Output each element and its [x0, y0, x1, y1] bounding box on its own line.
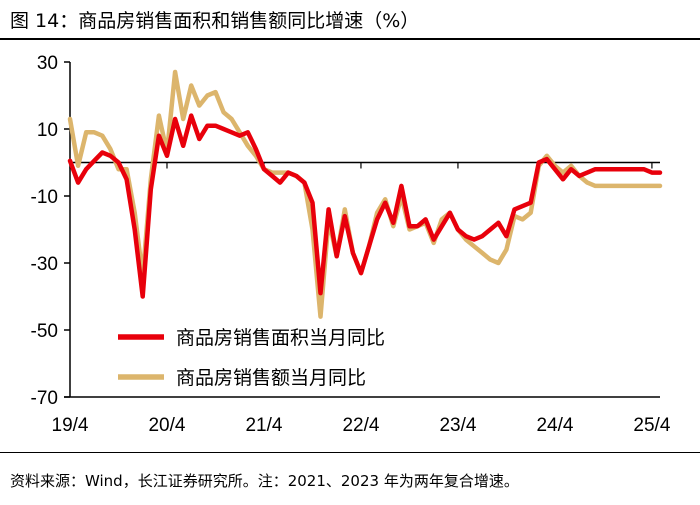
- title-rule: [0, 38, 700, 40]
- figure-title: 图 14：商品房销售面积和销售额同比增速（%）: [10, 10, 420, 32]
- line-chart: 30 10 -10 -30 -50 -70 19/4 20/4 21/4 22/4 23/4 24/…: [31, 53, 671, 436]
- x-tick-label: 23/4: [439, 415, 476, 436]
- x-axis: 19/4 20/4 21/4 22/4 23/4 24/4 25/4: [52, 161, 671, 436]
- series-layer: [67, 69, 663, 319]
- x-tick-label: 20/4: [148, 415, 185, 436]
- source-rule: [0, 452, 700, 453]
- x-tick-label: 24/4: [536, 415, 573, 436]
- x-tick-label: 21/4: [245, 415, 282, 436]
- legend-label: 商品房销售面积当月同比: [176, 327, 385, 349]
- y-tick-label: -10: [31, 187, 58, 208]
- y-tick-label: 10: [37, 120, 58, 141]
- x-tick-label: 25/4: [633, 415, 670, 436]
- x-tick-label: 22/4: [342, 415, 379, 436]
- x-tick-label: 19/4: [52, 415, 89, 436]
- y-tick-label: -30: [31, 254, 58, 275]
- series-sales-line: [67, 69, 663, 319]
- y-tick-label: 30: [37, 53, 58, 74]
- legend-label: 商品房销售额当月同比: [176, 367, 366, 389]
- y-axis: 30 10 -10 -30 -50 -70: [31, 53, 71, 409]
- source-note: 资料来源：Wind，长江证券研究所。注：2021、2023 年为两年复合增速。: [10, 472, 519, 490]
- y-tick-label: -70: [31, 388, 58, 409]
- y-tick-label: -50: [31, 321, 58, 342]
- series-area-line: [67, 113, 663, 299]
